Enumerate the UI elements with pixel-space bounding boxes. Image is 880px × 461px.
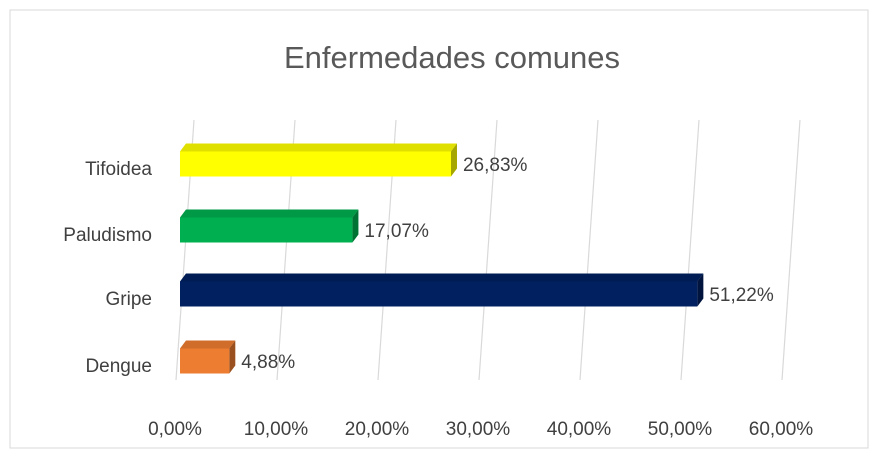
y-tick-label: Paludismo bbox=[63, 225, 152, 246]
bar-top bbox=[180, 340, 236, 349]
bar-top-shade bbox=[180, 209, 359, 218]
x-tick-label: 40,00% bbox=[547, 419, 612, 440]
x-tick-label: 20,00% bbox=[345, 419, 410, 440]
bar bbox=[180, 151, 451, 177]
x-tick-label: 30,00% bbox=[446, 419, 511, 440]
bar bbox=[180, 217, 353, 243]
grid-line bbox=[579, 119, 599, 381]
value-label: 51,22% bbox=[709, 285, 774, 306]
bar bbox=[180, 281, 698, 307]
chart-title: Enfermedades comunes bbox=[284, 40, 620, 75]
bar-side bbox=[450, 143, 457, 177]
bar-side bbox=[697, 273, 704, 307]
chart-border bbox=[9, 9, 869, 449]
bar-top bbox=[180, 273, 704, 282]
grid-line bbox=[680, 119, 700, 381]
value-label: 17,07% bbox=[364, 221, 429, 242]
y-tick-label: Gripe bbox=[106, 289, 152, 310]
bar-side bbox=[229, 340, 236, 374]
bar bbox=[180, 348, 230, 374]
bar-top-shade bbox=[180, 273, 704, 282]
y-tick-label: Dengue bbox=[85, 356, 152, 377]
bar-side-shade bbox=[697, 273, 704, 307]
value-label: 26,83% bbox=[463, 155, 528, 176]
bar-side-shade bbox=[450, 143, 457, 177]
bar-top-shade bbox=[180, 143, 457, 152]
bar-top bbox=[180, 143, 457, 152]
x-tick-label: 10,00% bbox=[244, 419, 309, 440]
x-tick-label: 60,00% bbox=[749, 419, 814, 440]
value-label: 4,88% bbox=[241, 352, 295, 373]
bar-side-shade bbox=[229, 340, 236, 374]
grid-line bbox=[781, 119, 801, 381]
y-tick-label: Tifoidea bbox=[85, 159, 152, 180]
bar-side-shade bbox=[352, 209, 359, 243]
x-tick-label: 50,00% bbox=[648, 419, 713, 440]
bar-top-shade bbox=[180, 340, 236, 349]
bar-top bbox=[180, 209, 359, 218]
grid-line bbox=[478, 119, 498, 381]
x-tick-label: 0,00% bbox=[148, 419, 202, 440]
bar-side bbox=[352, 209, 359, 243]
